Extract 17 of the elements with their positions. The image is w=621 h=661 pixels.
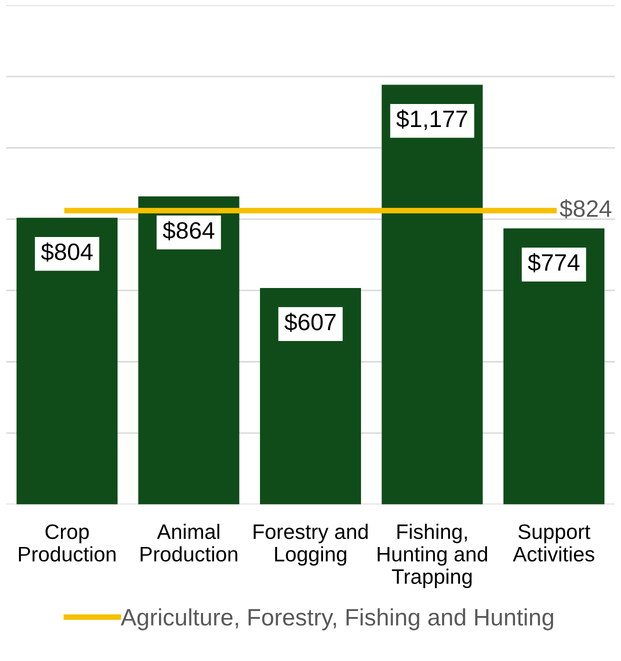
data-label: $864: [162, 221, 214, 240]
legend-label: Agriculture, Forestry, Fishing and Hunting: [120, 608, 554, 630]
bar: [16, 218, 118, 504]
x-tick-label: Support Activities: [512, 524, 594, 562]
data-label: $774: [528, 253, 580, 272]
bar: [382, 84, 483, 504]
x-tick-label: Crop Production: [18, 524, 116, 562]
x-tick-label: Forestry and Logging: [254, 524, 368, 566]
data-label: $824: [560, 199, 612, 218]
bar: [503, 228, 604, 504]
bar: [138, 196, 240, 504]
x-tick-label: Animal Production: [140, 524, 238, 562]
data-label: $1,177: [396, 110, 468, 130]
bar: [260, 288, 362, 504]
data-label: $804: [41, 242, 93, 262]
x-tick-label: Fishing, Hunting and Trapping: [378, 524, 488, 588]
data-label: $607: [284, 312, 336, 332]
